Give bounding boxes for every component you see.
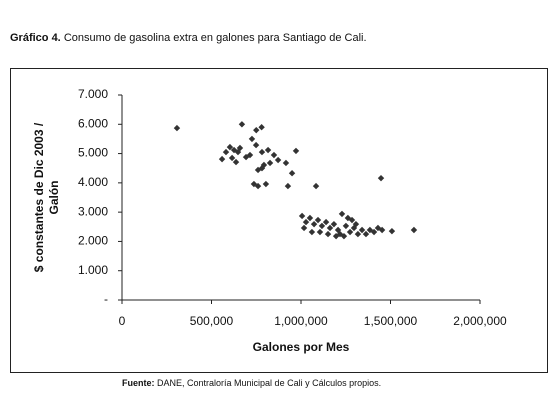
point xyxy=(298,212,306,220)
point xyxy=(254,182,262,190)
point xyxy=(288,169,296,177)
point xyxy=(234,148,242,156)
x-tick-label: 2,000,000 xyxy=(453,314,507,328)
point xyxy=(236,144,244,152)
point xyxy=(388,227,396,235)
point xyxy=(253,126,260,134)
point xyxy=(326,224,334,232)
x-tick-label: 1,000,000 xyxy=(274,314,328,328)
chart-title: Gráfico 4. Consumo de gasolina extra en … xyxy=(10,32,367,44)
point xyxy=(342,222,350,230)
point xyxy=(378,226,386,234)
y-tick-label: 4.000 xyxy=(78,175,108,189)
point xyxy=(252,141,260,149)
point xyxy=(266,159,274,167)
point xyxy=(306,214,314,222)
point xyxy=(316,228,324,236)
y-tick-label: 6.000 xyxy=(78,116,108,130)
point xyxy=(370,228,378,236)
point xyxy=(324,230,332,238)
y-tick-label: - xyxy=(104,292,108,306)
y-tick-label: 7.000 xyxy=(78,87,108,101)
chart-frame xyxy=(10,68,548,373)
point xyxy=(226,143,234,151)
point xyxy=(332,232,340,240)
point xyxy=(274,156,282,164)
y-axis-label: Galón xyxy=(47,180,61,214)
point xyxy=(377,174,385,182)
y-axis-label: $ constantes de Dic 2003 / xyxy=(32,122,46,272)
x-tick-label: 0 xyxy=(119,314,126,328)
title-label: Gráfico 4. xyxy=(10,32,61,44)
point xyxy=(358,226,366,234)
x-axis-label: Galones por Mes xyxy=(253,340,350,354)
point xyxy=(258,148,266,156)
point xyxy=(258,124,265,131)
point xyxy=(248,135,256,143)
point xyxy=(410,226,418,234)
y-tick-label: 3.000 xyxy=(78,204,108,218)
y-tick-label: 1.000 xyxy=(78,263,108,277)
point xyxy=(344,214,352,222)
source: Fuente: DANE, Contraloría Municipal de C… xyxy=(122,378,381,388)
point xyxy=(338,210,346,218)
point xyxy=(218,155,226,163)
x-tick-label: 500,000 xyxy=(190,314,234,328)
point xyxy=(322,218,330,226)
point xyxy=(228,154,236,162)
source-text: DANE, Contraloría Municipal de Cali y Cá… xyxy=(157,378,381,388)
point xyxy=(354,230,362,238)
point xyxy=(258,165,266,172)
x-tick-label: 1,500,000 xyxy=(364,314,418,328)
y-tick-label: 5.000 xyxy=(78,146,108,160)
point xyxy=(246,151,254,159)
point xyxy=(346,228,354,236)
point xyxy=(314,216,322,224)
point xyxy=(352,220,360,228)
point xyxy=(270,151,278,159)
point xyxy=(340,232,348,240)
source-label: Fuente: xyxy=(122,378,155,388)
point xyxy=(300,224,308,232)
point xyxy=(284,182,292,190)
point xyxy=(222,148,230,156)
point xyxy=(302,218,310,226)
title-text: Consumo de gasolina extra en galones par… xyxy=(64,32,367,44)
point xyxy=(308,228,316,236)
point xyxy=(310,220,318,228)
point xyxy=(292,147,300,155)
point xyxy=(282,159,290,167)
point xyxy=(232,158,240,166)
point xyxy=(264,146,272,154)
point xyxy=(262,180,270,188)
point xyxy=(238,121,246,128)
point xyxy=(318,222,326,230)
point xyxy=(173,124,181,132)
point xyxy=(312,182,320,190)
point xyxy=(362,230,370,238)
point xyxy=(330,220,338,228)
y-tick-label: 2.000 xyxy=(78,234,108,248)
